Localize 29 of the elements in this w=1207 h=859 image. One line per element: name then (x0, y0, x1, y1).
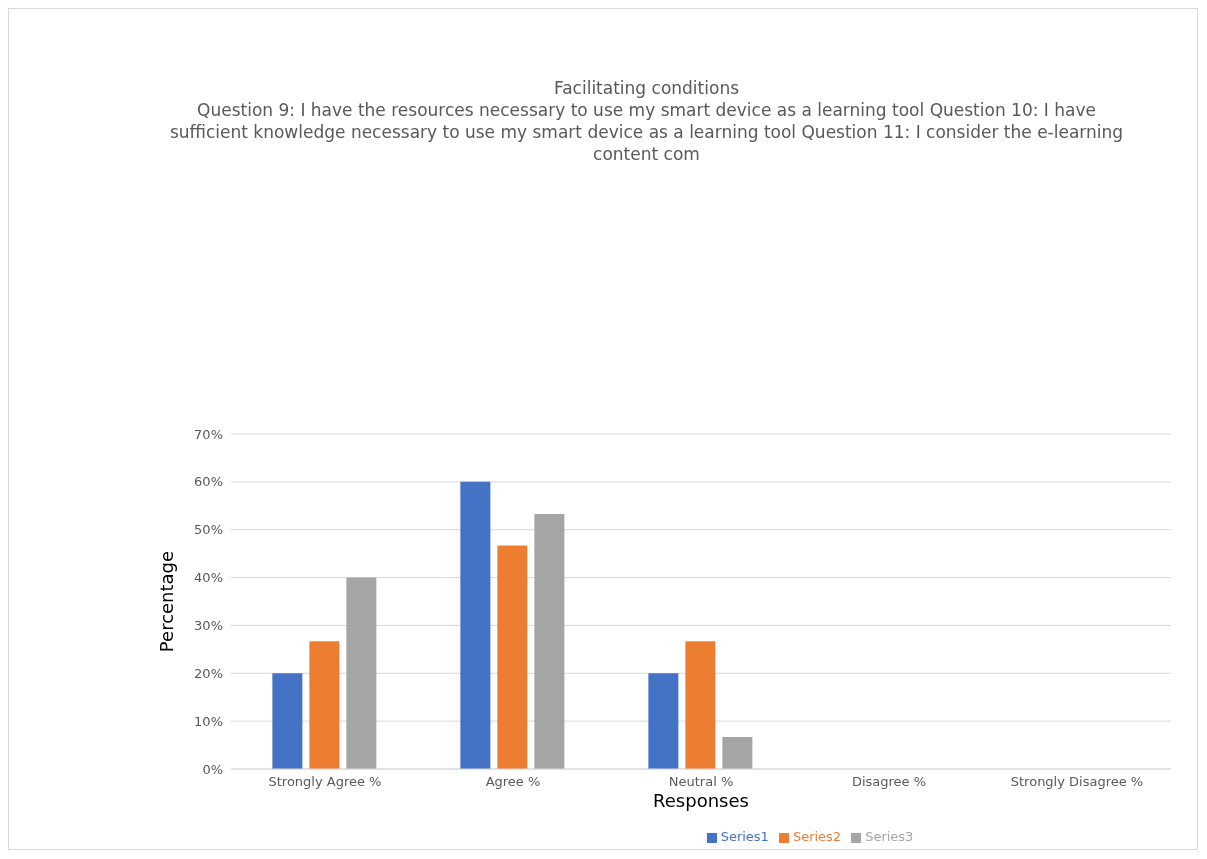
bar (722, 736, 753, 769)
y-tick-label: 70% (194, 426, 223, 442)
y-tick-label: 10% (194, 713, 223, 729)
bar (309, 641, 340, 769)
y-tick-label: 50% (194, 522, 223, 538)
x-tick-label: Strongly Disagree % (1010, 774, 1144, 790)
bar (346, 577, 377, 769)
bar (648, 673, 679, 769)
legend-label: Series1 (720, 829, 769, 844)
bar (534, 513, 565, 769)
x-tick-label: Strongly Agree % (268, 774, 382, 790)
bar (460, 481, 491, 769)
x-axis-title: Responses (653, 790, 749, 811)
bar (272, 673, 303, 769)
y-tick-label: 0% (202, 761, 223, 777)
bar (497, 545, 528, 769)
legend-label: Series2 (792, 829, 842, 844)
chart-title: Facilitating conditions (552, 77, 741, 99)
x-tick-label: Neutral % (668, 774, 734, 790)
y-tick-label: 30% (194, 618, 223, 634)
legend-label: Series3 (865, 829, 914, 844)
y-tick-label: 40% (194, 570, 223, 586)
y-tick-label: 20% (194, 665, 223, 681)
y-axis-title: Percentage (156, 550, 178, 653)
y-tick-label: 60% (194, 474, 223, 490)
chart-subtitle: Question 9: I have the resources necessary to use my smart device as a learning tool Question 10: I have sufficient knowledge necessary to use my smart device as a learning tool Question 11: I consider the e-learning content com (168, 99, 1125, 165)
bar (685, 641, 716, 769)
x-tick-label: Disagree % (851, 774, 927, 790)
x-tick-label: Agree % (485, 774, 541, 790)
